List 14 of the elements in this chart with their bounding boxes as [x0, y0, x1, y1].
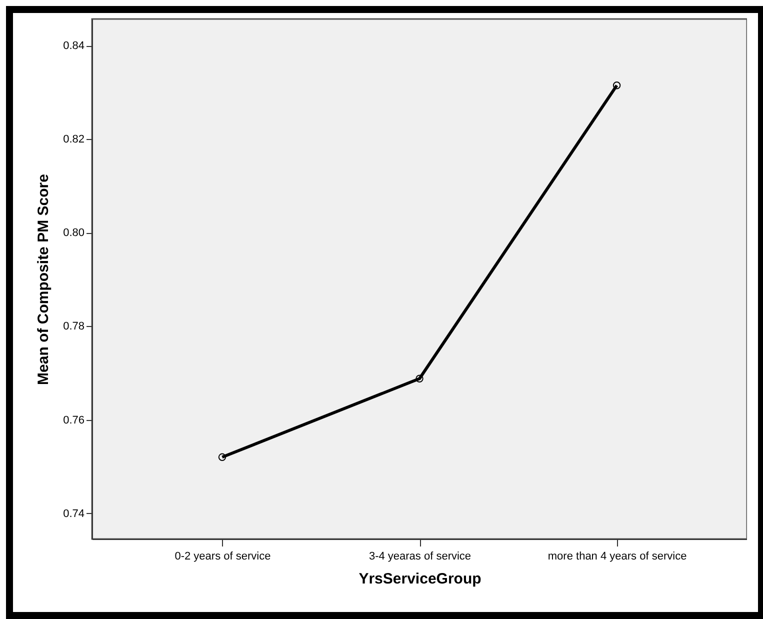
x-tick-label: more than 4 years of service	[548, 550, 687, 562]
y-tick-label: 0.84	[63, 40, 84, 52]
y-axis-title: Mean of Composite PM Score	[35, 174, 52, 385]
x-tick-label: 3-4 yearas of service	[368, 550, 472, 562]
y-tick-label: 0.74	[63, 508, 84, 520]
point	[218, 453, 226, 462]
point	[612, 82, 621, 90]
x-axis-title: YrsServiceGroup	[358, 570, 482, 588]
x-tick-label: 0-2 years of service	[174, 550, 271, 562]
y-tick-label: 0.78	[63, 320, 84, 333]
y-tick-label: 0.76	[63, 414, 84, 426]
point	[416, 374, 424, 382]
y-tick-label: 0.80	[63, 227, 84, 240]
y-tick-label: 0.82	[63, 134, 84, 146]
